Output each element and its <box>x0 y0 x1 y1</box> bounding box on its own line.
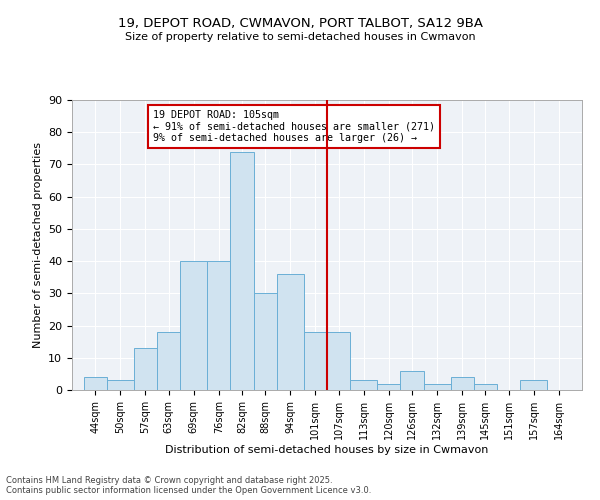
Bar <box>107 380 134 390</box>
Bar <box>474 384 497 390</box>
Bar <box>157 332 180 390</box>
Bar <box>350 380 377 390</box>
Bar <box>134 348 157 390</box>
Text: 19 DEPOT ROAD: 105sqm
← 91% of semi-detached houses are smaller (271)
9% of semi: 19 DEPOT ROAD: 105sqm ← 91% of semi-deta… <box>153 110 435 143</box>
Bar <box>254 294 277 390</box>
Text: Contains HM Land Registry data © Crown copyright and database right 2025.
Contai: Contains HM Land Registry data © Crown c… <box>6 476 371 495</box>
Bar <box>230 152 254 390</box>
Bar <box>451 377 474 390</box>
Bar <box>400 370 424 390</box>
Bar <box>277 274 304 390</box>
Bar <box>304 332 327 390</box>
Bar <box>327 332 350 390</box>
Y-axis label: Number of semi-detached properties: Number of semi-detached properties <box>32 142 43 348</box>
Text: 19, DEPOT ROAD, CWMAVON, PORT TALBOT, SA12 9BA: 19, DEPOT ROAD, CWMAVON, PORT TALBOT, SA… <box>118 18 482 30</box>
Bar <box>377 384 400 390</box>
Bar <box>520 380 547 390</box>
Bar <box>83 377 107 390</box>
Bar <box>180 261 207 390</box>
X-axis label: Distribution of semi-detached houses by size in Cwmavon: Distribution of semi-detached houses by … <box>166 444 488 454</box>
Text: Size of property relative to semi-detached houses in Cwmavon: Size of property relative to semi-detach… <box>125 32 475 42</box>
Bar <box>207 261 230 390</box>
Bar <box>424 384 451 390</box>
